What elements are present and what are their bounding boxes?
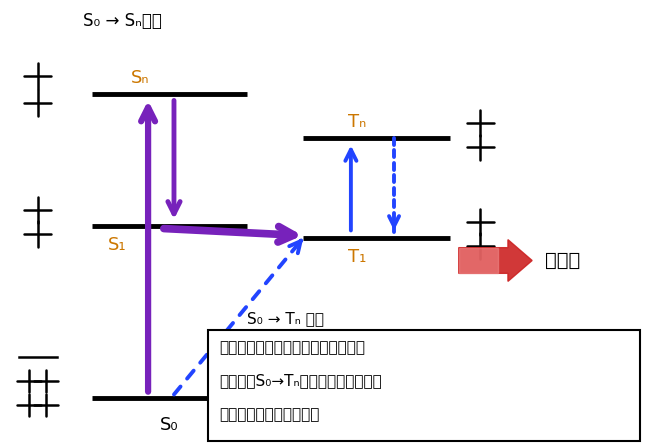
FancyArrow shape	[459, 248, 498, 274]
Text: S₀: S₀	[161, 416, 179, 434]
Text: 光反応: 光反応	[545, 251, 580, 270]
Text: 直接的なS₀→Tₙ遷移によって反応が: 直接的なS₀→Tₙ遷移によって反応が	[219, 373, 382, 388]
Text: S₀ → Tₙ 遷移: S₀ → Tₙ 遷移	[248, 311, 324, 326]
Text: Tₙ: Tₙ	[348, 113, 367, 131]
Text: S₁: S₁	[107, 236, 126, 254]
Text: T₁: T₁	[348, 248, 367, 266]
Text: S₀ → Sₙ遷移: S₀ → Sₙ遷移	[83, 12, 162, 31]
Text: Sₙ: Sₙ	[131, 69, 150, 87]
Text: 進行しているのでは？？: 進行しているのでは？？	[219, 407, 319, 422]
FancyBboxPatch shape	[209, 330, 640, 441]
Text: 仮説：進行しないとみなされている: 仮説：進行しないとみなされている	[219, 340, 365, 355]
FancyArrow shape	[459, 240, 532, 281]
